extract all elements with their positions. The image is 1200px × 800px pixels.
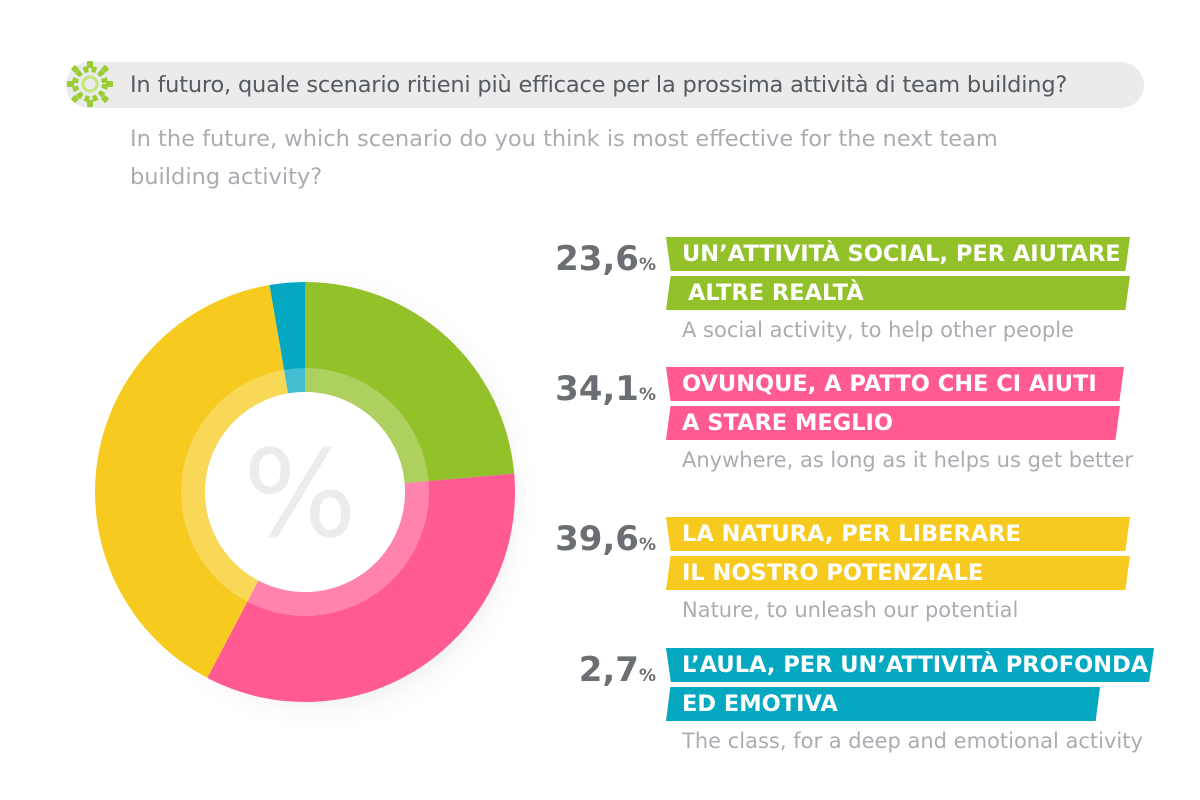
- legend-percentage: 34,1%: [540, 369, 656, 415]
- legend-percentage: 23,6%: [540, 239, 656, 285]
- legend-description: Nature, to unleash our potential: [682, 598, 1019, 622]
- legend-percentage-unit: %: [638, 385, 656, 405]
- legend-label-line-2: IL NOSTRO POTENZIALE: [666, 556, 1130, 590]
- title-bar: [66, 62, 1144, 108]
- legend-percentage-value: 23,6: [555, 239, 639, 279]
- legend-label-line-1: L’AULA, PER UN’ATTIVITÀ PROFONDA: [666, 648, 1154, 682]
- legend-percentage-value: 39,6: [555, 519, 639, 559]
- legend-label-line-1: LA NATURA, PER LIBERARE: [666, 517, 1130, 551]
- donut-slice-3: [94, 285, 289, 678]
- donut-slice-2: [207, 473, 515, 702]
- center-percent-symbol: %: [243, 426, 357, 565]
- legend-percentage-value: 2,7: [578, 650, 639, 690]
- legend-percentage: 2,7%: [540, 650, 656, 696]
- legend-percentage-unit: %: [638, 666, 656, 686]
- question-title-english: In the future, which scenario do you thi…: [130, 126, 998, 190]
- gear-icon: [67, 61, 113, 107]
- question-title-italian: In futuro, quale scenario ritieni più ef…: [130, 72, 1068, 98]
- legend-percentage-unit: %: [638, 535, 656, 555]
- legend-percentage: 39,6%: [540, 519, 656, 565]
- legend-label-line-2: A STARE MEGLIO: [666, 406, 1120, 440]
- legend-label-line-2: ALTRE REALTÀ: [666, 276, 1130, 310]
- legend-description: Anywhere, as long as it helps us get bet…: [682, 448, 1134, 472]
- legend-label-line-2: ED EMOTIVA: [666, 687, 1100, 721]
- donut-slice-4: [269, 282, 305, 394]
- donut-slice-inner-band-3: [181, 369, 289, 602]
- legend-description: The class, for a deep and emotional acti…: [682, 729, 1143, 753]
- legend-percentage-value: 34,1: [555, 369, 639, 409]
- donut-center: [205, 392, 405, 592]
- donut-slice-inner-band-2: [247, 481, 430, 616]
- legend-percentage-unit: %: [638, 255, 656, 275]
- donut-slice-1: [305, 282, 515, 484]
- donut-slice-inner-band-1: [305, 368, 429, 484]
- legend-description: A social activity, to help other people: [682, 318, 1074, 342]
- legend-label-line-1: UN’ATTIVITÀ SOCIAL, PER AIUTARE: [666, 237, 1130, 271]
- donut-slice-inner-band-4: [284, 368, 305, 394]
- legend-label-line-1: OVUNQUE, A PATTO CHE CI AIUTI: [666, 367, 1124, 401]
